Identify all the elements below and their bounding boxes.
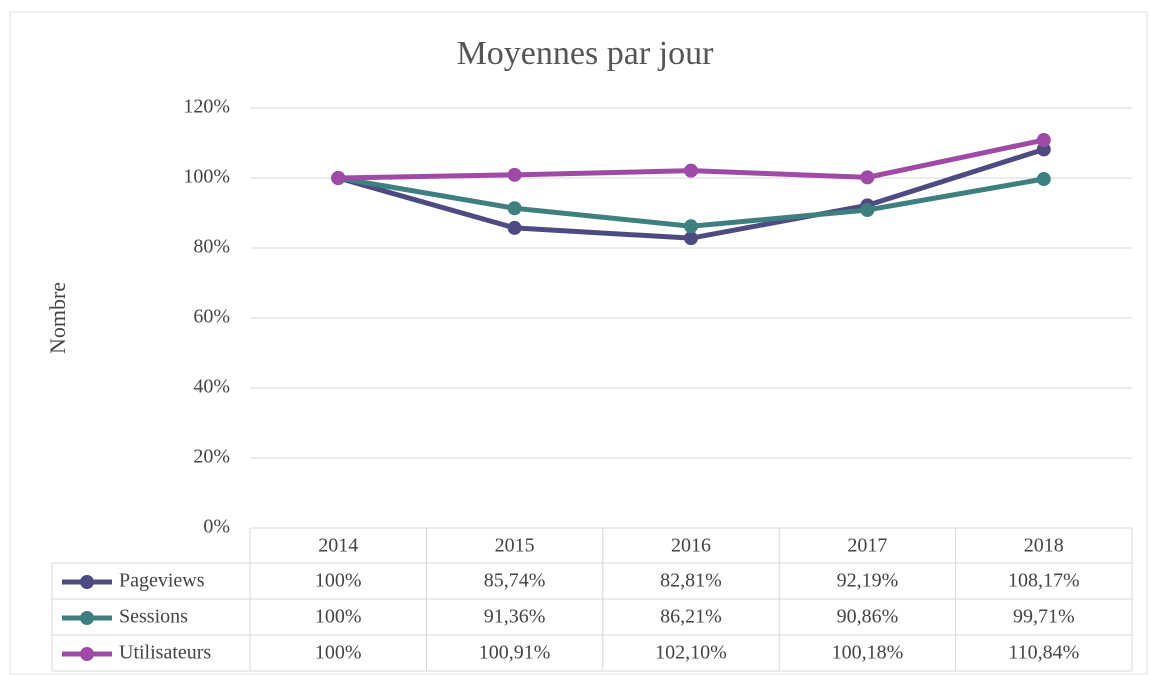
legend-marker	[80, 647, 94, 661]
table-cell: 99,71%	[1013, 606, 1075, 628]
data-point	[507, 167, 522, 182]
x-tick-label: 2016	[671, 535, 711, 557]
data-point	[684, 163, 698, 178]
data-point	[1036, 172, 1051, 187]
data-point	[684, 231, 698, 246]
legend-label: Pageviews	[119, 570, 205, 592]
data-point	[507, 220, 522, 235]
data-point	[331, 171, 346, 185]
y-tick-label: 40%	[193, 376, 230, 398]
table-cell: 100,18%	[832, 642, 904, 664]
legend-marker	[80, 575, 94, 589]
legend-label: Utilisateurs	[119, 642, 211, 664]
y-tick-label: 120%	[183, 96, 230, 118]
x-tick-label: 2015	[495, 535, 535, 557]
x-tick-label: 2017	[847, 535, 887, 557]
data-point	[860, 170, 875, 185]
table-cell: 110,84%	[1008, 642, 1079, 664]
y-tick-label: 20%	[193, 446, 230, 468]
table-cell: 86,21%	[660, 606, 722, 628]
chart-title: Moyennes par jour	[457, 35, 715, 72]
table-cell: 82,81%	[660, 570, 722, 592]
table-cell: 108,17%	[1008, 570, 1080, 592]
data-point	[507, 201, 522, 216]
table-cell: 90,86%	[837, 606, 899, 628]
table-cell: 100%	[315, 642, 362, 664]
y-tick-label: 0%	[203, 516, 230, 538]
data-point	[860, 202, 875, 217]
x-tick-label: 2014	[318, 535, 358, 557]
x-tick-label: 2018	[1024, 535, 1064, 557]
chart-frame	[9, 11, 1148, 675]
table-cell: 100,91%	[479, 642, 551, 664]
table-cell: 91,36%	[484, 606, 546, 628]
y-tick-label: 80%	[193, 236, 230, 258]
table-cell: 100%	[315, 606, 362, 628]
y-axis-title: Nombre	[45, 282, 70, 354]
y-tick-label: 100%	[183, 166, 230, 188]
table-cell: 85,74%	[484, 570, 546, 592]
data-point	[684, 219, 698, 234]
legend-label: Sessions	[119, 606, 188, 628]
table-cell: 92,19%	[837, 570, 899, 592]
table-cell: 102,10%	[655, 642, 727, 664]
legend-marker	[80, 611, 94, 625]
table-cell: 100%	[315, 570, 362, 592]
y-tick-label: 60%	[193, 306, 230, 328]
data-point	[1036, 133, 1051, 148]
